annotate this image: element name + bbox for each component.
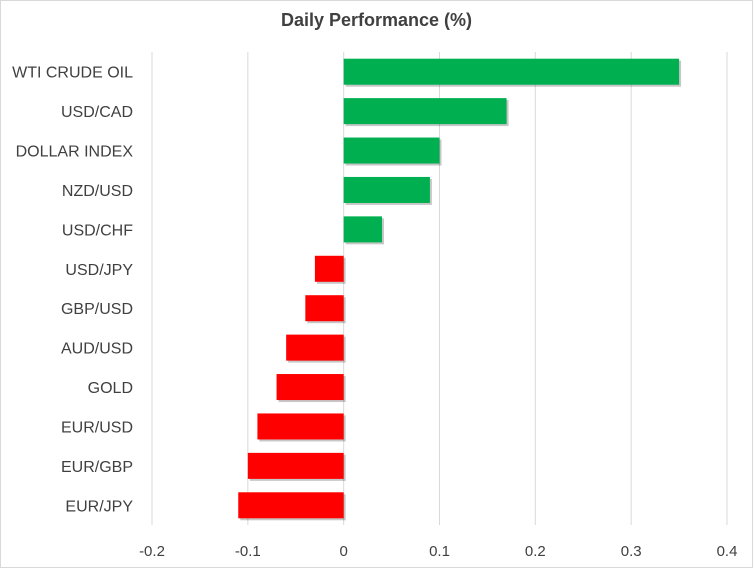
bar-aud-usd [286,334,344,361]
bar-eur-gbp [247,452,344,479]
grid-lines [151,52,728,525]
bar-eur-jpy [238,492,344,519]
category-label: GOLD [88,380,133,397]
bar-usd-chf [343,216,382,243]
x-tick-label: 0.2 [525,543,546,560]
x-tick-label: 0 [339,543,347,560]
category-label: USD/CHF [62,222,133,239]
category-label: DOLLAR INDEX [16,144,134,161]
category-label: GBP/USD [61,301,133,318]
category-label: EUR/GBP [61,459,133,476]
category-label: EUR/JPY [65,498,133,515]
bar-gbp-usd [305,295,344,322]
x-tick-label: -0.1 [235,543,261,560]
bars [238,58,682,521]
bar-wti-crude-oil [343,58,680,85]
x-tick-label: 0.4 [717,543,738,560]
bar-usd-cad [343,98,507,125]
bar-nzd-usd [343,176,430,203]
bar-usd-jpy [314,255,344,282]
category-label: USD/JPY [65,262,133,279]
x-tick-label: -0.2 [139,543,165,560]
category-label: EUR/USD [61,419,133,436]
x-tick-label: 0.1 [429,543,450,560]
bar-gold [276,374,344,401]
bar-dollar-index [343,137,440,164]
chart-title: Daily Performance (%) [280,10,473,30]
category-label: WTI CRUDE OIL [12,65,133,82]
category-label: NZD/USD [62,183,133,200]
x-tick-labels: -0.2 -0.1 0 0.1 0.2 0.3 0.4 [139,543,737,560]
bar-eur-usd [257,413,344,440]
category-labels: WTI CRUDE OIL USD/CAD DOLLAR INDEX NZD/USD U… [12,65,133,516]
x-tick-label: 0.3 [621,543,642,560]
category-label: USD/CAD [61,104,133,121]
category-label: AUD/USD [61,341,133,358]
